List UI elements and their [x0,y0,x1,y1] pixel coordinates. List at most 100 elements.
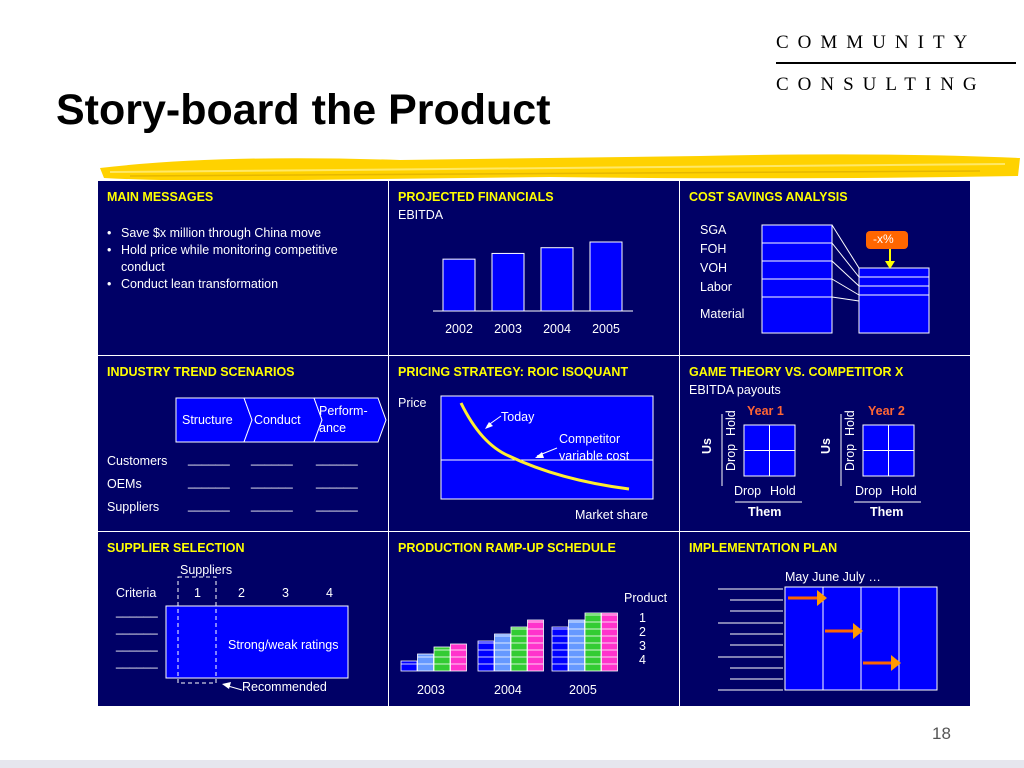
gantt-chart [718,586,938,691]
tick-label: 2005 [592,322,620,336]
tick-label: 2003 [494,322,522,336]
ebitda-bar-chart: 2002 2003 2004 2005 [433,241,633,336]
competitor-label-2: variable cost [559,449,630,463]
bar-2003 [491,252,525,312]
drop-col-label-2: Drop [855,484,883,498]
panel-title: PROJECTED FINANCIALS [398,190,554,204]
cost-savings-diagram [761,224,930,334]
year-2-label: Year 2 [868,404,905,418]
year-label: 2003 [417,683,445,697]
blank-field: ______ [316,475,358,489]
drop-col-label-1: Drop [734,484,762,498]
product-number: 3 [639,639,646,653]
list-item: Hold price while monitoring competitive … [107,242,377,276]
ramp-bar [450,643,467,672]
value-chain-chevrons [175,397,387,443]
panel-industry-trend: INDUSTRY TREND SCENARIOS Structure Condu… [97,355,389,532]
x-axis-label: Market share [575,508,648,522]
ramp-bar [494,633,511,672]
ramp-bar [584,612,602,672]
y-axis-label: Price [398,396,427,410]
bar-2005 [589,241,623,312]
ramp-bar [601,612,618,672]
chart-subtitle: EBITDA [398,208,444,222]
us-label-2: Us [819,438,833,454]
panel-title: INDUSTRY TREND SCENARIOS [107,365,295,379]
footer-strip [0,760,1024,768]
criteria-blank: ______ [116,621,158,635]
blank-field: ______ [251,475,293,489]
supplier-ratings-grid [165,576,349,691]
blank-field: ______ [251,498,293,512]
ramp-bar [551,626,569,672]
panel-title: GAME THEORY VS. COMPETITOR X [689,365,904,379]
blank-field: ______ [188,475,230,489]
supplier-col-2: 2 [238,586,245,600]
bar-2004 [540,247,574,312]
page-title: Story-board the Product [56,86,551,134]
roic-isoquant-chart [440,395,654,500]
logo-rule [776,62,1016,64]
row-label-oems: OEMs [107,477,142,491]
yellow-brush-stroke [100,154,1020,181]
panel-production-ramp: PRODUCTION RAMP-UP SCHEDULE 2003 2004 20… [388,531,680,707]
ramp-bar [568,619,585,672]
panel-title: COST SAVINGS ANALYSIS [689,190,848,204]
chevron-conduct: Conduct [254,413,301,427]
ramp-bar [510,626,528,672]
page-number: 18 [932,724,951,743]
hold-row-label-2: Hold [843,410,857,436]
blank-field: ______ [188,498,230,512]
year-label: 2005 [569,683,597,697]
year-1-label: Year 1 [747,404,784,418]
them-label-2: Them [870,505,904,519]
savings-callout: -x% [873,232,894,246]
drop-row-label-2: Drop [843,443,857,471]
panel-pricing-strategy: PRICING STRATEGY: ROIC ISOQUANT Price To… [388,355,680,532]
payoff-matrices [721,414,921,503]
list-item: Conduct lean transformation [107,276,377,293]
row-label-customers: Customers [107,454,168,468]
blank-field: ______ [316,452,358,466]
cost-label-material: Material [700,307,745,321]
blank-field: ______ [316,498,358,512]
cost-label-voh: VOH [700,261,728,275]
ratings-label: Strong/weak ratings [228,638,339,652]
drop-row-label-1: Drop [724,443,738,471]
panel-title: MAIN MESSAGES [107,190,214,204]
competitor-label-1: Competitor [559,432,621,446]
logo-line-1: COMMUNITY [776,32,977,53]
criteria-label: Criteria [116,586,157,600]
ramp-bar [477,640,495,672]
bar-2002 [442,258,476,312]
supplier-col-1: 1 [194,586,201,600]
hold-col-label-2: Hold [891,484,917,498]
tick-label: 2004 [543,322,571,336]
criteria-blank: ______ [116,638,158,652]
panel-subtitle: EBITDA payouts [689,383,781,397]
supplier-col-3: 3 [282,586,289,600]
product-number: 1 [639,611,646,625]
row-label-suppliers: Suppliers [107,500,160,514]
chevron-structure: Structure [182,413,233,427]
panel-cost-savings: COST SAVINGS ANALYSIS SGA FOH VOH Labor … [679,180,971,356]
supplier-col-4: 4 [326,586,333,600]
main-messages-list: Save $x million through China move Hold … [107,225,377,293]
cost-label-sga: SGA [700,223,727,237]
blank-field: ______ [188,452,230,466]
cost-label-labor: Labor [700,280,732,294]
criteria-blank: ______ [116,655,158,669]
panel-implementation-plan: IMPLEMENTATION PLAN May June July … [679,531,971,707]
criteria-blank: ______ [116,604,158,618]
hold-col-label-1: Hold [770,484,796,498]
panel-title: PRICING STRATEGY: ROIC ISOQUANT [398,365,629,379]
panel-title: SUPPLIER SELECTION [107,541,245,555]
months-header: May June July … [785,570,881,584]
ramp-bar [527,619,544,672]
year-label: 2004 [494,683,522,697]
logo-line-2: CONSULTING [776,74,986,95]
them-label-1: Them [748,505,782,519]
product-number: 4 [639,653,646,667]
hold-row-label-1: Hold [724,410,738,436]
ramp-bar [417,653,434,672]
